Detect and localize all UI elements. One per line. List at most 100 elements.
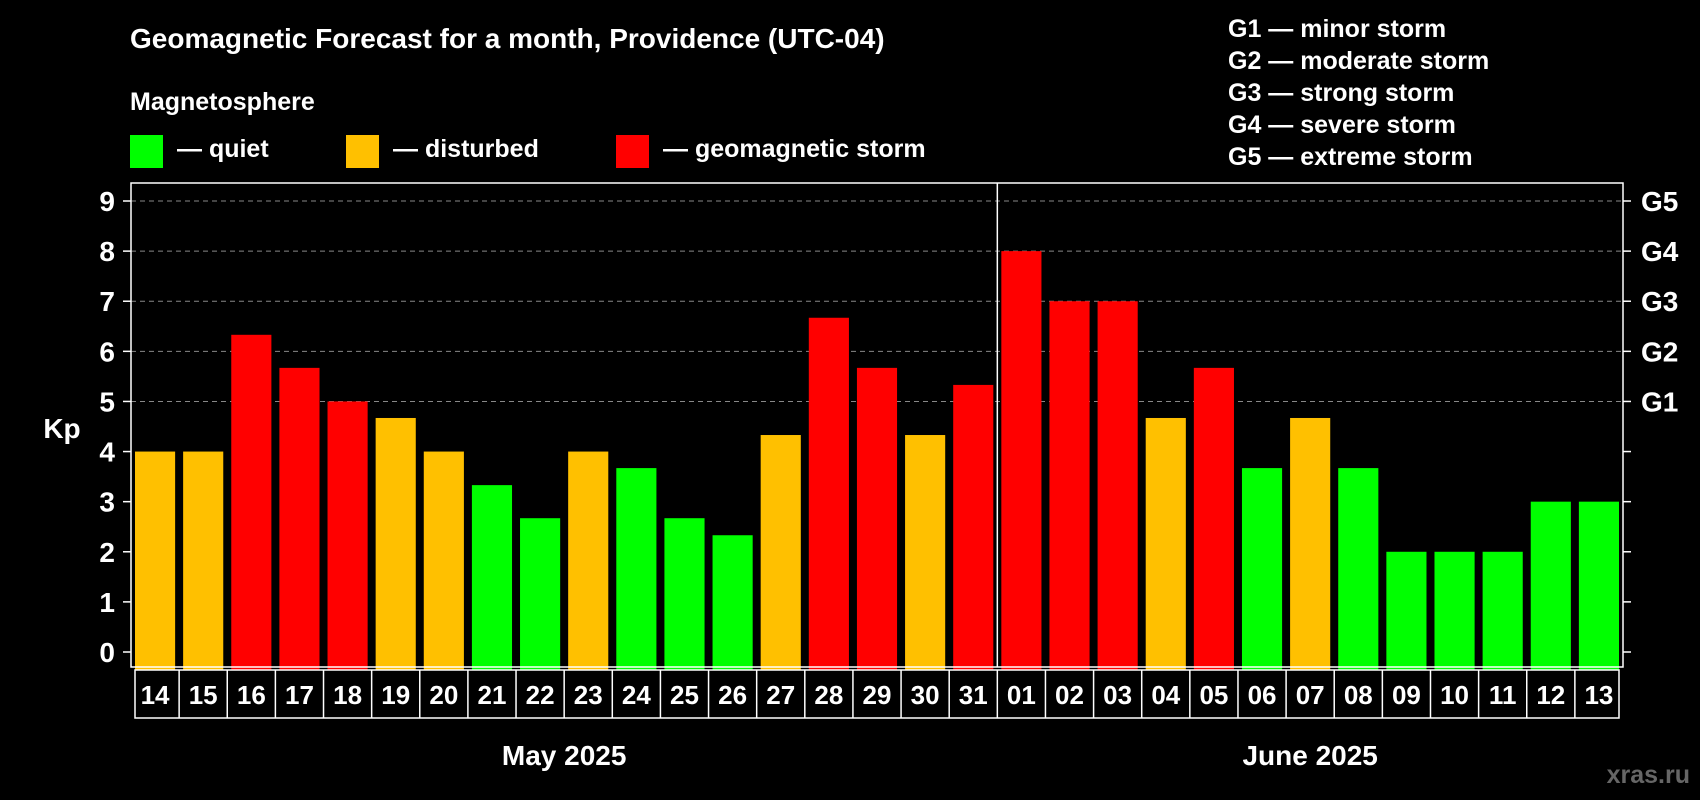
y-tick-label: 7 [99,286,115,317]
grid-lines [131,200,1623,402]
day-label-28: 28 [814,680,843,710]
day-label-09: 09 [1392,680,1421,710]
storm-legend-g2: G2 — moderate storm [1228,47,1489,75]
bar-11 [1482,551,1523,670]
day-label-17: 17 [285,680,314,710]
day-label-14: 14 [141,680,170,710]
storm-level-g3: G3 [1641,286,1678,317]
day-label-16: 16 [237,680,266,710]
bar-02 [1049,301,1090,670]
legend-swatch-storm [616,135,649,168]
legend-label-quiet: — quiet [177,135,269,163]
y-tick-label: 5 [99,386,115,417]
day-label-05: 05 [1199,680,1228,710]
plot-frame [130,182,1624,668]
legend-label-disturbed: — disturbed [393,135,539,163]
bar-20 [423,451,464,670]
y-tick-label: 1 [99,587,115,618]
day-label-03: 03 [1103,680,1132,710]
day-label-13: 13 [1584,680,1613,710]
legend-swatch-quiet [130,135,163,168]
day-label-27: 27 [766,680,795,710]
day-label-29: 29 [863,680,892,710]
bar-16 [231,334,272,670]
y-tick-label: 6 [99,336,115,367]
bar-31 [953,384,994,670]
bar-29 [856,367,898,670]
bar-25 [664,518,705,670]
day-label-20: 20 [429,680,458,710]
y-tick-label: 3 [99,487,115,518]
y-tick-label: 9 [99,186,115,217]
day-label-08: 08 [1344,680,1373,710]
legend-label-storm: — geomagnetic storm [663,135,926,163]
bar-08 [1338,468,1379,670]
day-label-02: 02 [1055,680,1084,710]
bar-22 [520,518,561,670]
bar-18 [327,401,368,670]
day-label-24: 24 [622,680,651,710]
y-tick-label: 0 [99,637,115,668]
bar-24 [616,468,657,670]
bar-13 [1578,501,1619,670]
legend-heading: Magnetosphere [130,88,315,116]
day-label-04: 04 [1151,680,1180,710]
y-axis-label: Kp [43,413,80,444]
bar-04 [1145,417,1186,670]
storm-level-g5: G5 [1641,186,1678,217]
y-tick-label: 2 [99,537,115,568]
y-tick-label: 4 [99,437,115,468]
day-label-frame [134,669,1620,719]
bar-17 [279,367,320,670]
bar-10 [1434,551,1475,670]
y-tick-label: 8 [99,236,115,267]
bar-23 [568,451,609,670]
bar-07 [1290,417,1331,670]
day-label-23: 23 [574,680,603,710]
day-label-12: 12 [1536,680,1565,710]
day-label-30: 30 [911,680,940,710]
bar-27 [760,435,801,670]
month-label: May 2025 [502,740,627,771]
bar-03 [1097,301,1138,670]
legend-swatch-disturbed [346,135,379,168]
storm-legend-g5: G5 — extreme storm [1228,143,1473,171]
day-label-19: 19 [381,680,410,710]
day-label-18: 18 [333,680,362,710]
day-labels: 14 15 16 17 18 19 20 21 22 23 24 25 26 27 28 29 30 31 01 02… [134,669,1620,719]
day-label-21: 21 [478,680,507,710]
storm-legend-g1: G1 — minor storm [1228,15,1446,43]
bar-05 [1193,367,1234,670]
bar-21 [471,485,513,670]
day-label-26: 26 [718,680,747,710]
day-label-07: 07 [1296,680,1325,710]
bar-19 [375,417,416,670]
bar-06 [1241,468,1283,670]
day-label-15: 15 [189,680,218,710]
storm-legend-g3: G3 — strong storm [1228,79,1454,107]
month-label: June 2025 [1242,740,1377,771]
month-labels: May 2025 June 2025 [502,740,1378,771]
bar-09 [1386,551,1427,670]
bar-28 [808,317,849,670]
storm-level-g2: G2 [1641,336,1678,367]
bar-30 [905,435,946,670]
bar-12 [1530,501,1571,670]
watermark: xras.ru [1607,761,1690,789]
bar-14 [135,451,176,670]
bar-15 [183,451,224,670]
day-label-11: 11 [1489,680,1517,710]
storm-level-g1: G1 [1641,386,1678,417]
day-label-01: 01 [1007,680,1036,710]
day-label-22: 22 [526,680,555,710]
bar-01 [1001,251,1042,670]
storm-legend-g4: G4 — severe storm [1228,111,1456,139]
bars [135,251,1619,670]
storm-level-g4: G4 [1641,236,1679,267]
day-label-31: 31 [959,680,988,710]
day-label-25: 25 [670,680,699,710]
day-label-10: 10 [1440,680,1469,710]
axes: 0 1 2 3 4 5 6 7 8 9 G1 G2 G3 G4 G5 [99,182,1679,668]
day-label-06: 06 [1248,680,1277,710]
